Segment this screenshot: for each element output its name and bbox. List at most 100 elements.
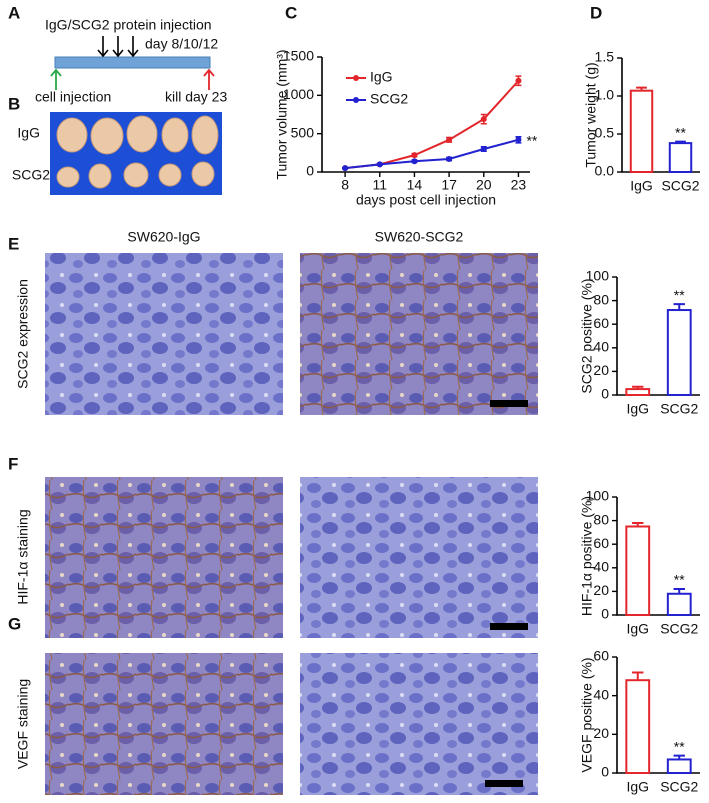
bar [668,142,693,173]
x-axis-label: days post cell injection [356,192,496,208]
panel-letter: E [8,234,19,253]
legend-marker [353,97,359,103]
y-tick-label: 100 [586,488,610,504]
y-tick-label: 80 [593,291,609,307]
error-bar [673,754,685,760]
bar [666,592,692,617]
x-tick-label: SCG2 [660,621,698,637]
error-bar [636,86,647,91]
point [480,116,487,123]
x-tick-label: IgG [626,401,649,417]
y-axis-label: VEGF positive (%) [579,657,595,772]
panel-letter: A [8,3,20,22]
y-axis-label: Tumor volume (mm³) [274,49,290,179]
error-bar [673,303,685,311]
scale-bar [490,623,528,630]
y-tick-label: 0.0 [595,163,615,179]
annotation: ** [675,124,686,140]
micrograph [45,477,283,638]
injection-arrows [97,36,139,58]
x-tick-label: 8 [341,177,349,193]
y-tick-label: 500 [291,124,315,140]
error-bar [632,385,644,390]
y-tick-label: 20 [593,582,609,598]
x-tick-label: 20 [476,177,492,193]
panel-letter: G [8,614,21,633]
point [480,146,487,152]
point [446,136,453,143]
y-tick-label: 80 [593,511,609,527]
end-arrow [203,68,215,90]
micrograph [300,653,538,795]
bar [625,679,651,775]
annotation: ** [526,133,537,149]
y-axis-label: Tumor weight (g) [583,62,599,167]
y-tick-label: 40 [593,686,609,702]
column-header: SW620-SCG2 [375,229,464,245]
panel-letter: F [8,454,18,473]
start-arrow [50,68,62,90]
annotation: ** [674,287,685,303]
y-tick-label: 1.5 [595,49,615,65]
point [411,158,418,165]
x-tick-label: 17 [441,177,457,193]
micrograph [300,253,538,415]
x-tick-label: 11 [373,177,388,193]
panel-letter: D [590,3,602,22]
axes [321,57,530,173]
micrograph [300,477,538,638]
row-label: HIF-1α staining [15,509,31,604]
x-tick-label: IgG [626,621,649,637]
point [446,155,453,162]
y-tick-label: 0 [601,386,609,402]
y-tick-label: 20 [593,725,609,741]
y-tick-label: 20 [593,362,609,378]
y-tick-label: 60 [593,535,609,551]
scale-bar [490,400,528,407]
annotation: ** [674,572,685,588]
y-tick-label: 60 [593,315,609,331]
x-tick-label: SCG2 [660,401,698,417]
annotation: ** [674,738,685,754]
bar [625,525,651,616]
y-axis-label: SCG2 positive (%) [579,278,595,393]
point [411,152,418,159]
x-tick-label: SCG2 [661,178,699,194]
error-bar [673,588,685,594]
error-bar [632,671,644,681]
error-bar [632,521,644,527]
end-label: kill day 23 [165,89,227,105]
y-tick-label: 0.5 [595,125,615,141]
panel-letter: B [8,94,20,113]
micrograph [45,653,283,795]
panel-letter: C [285,3,297,22]
legend-marker [353,75,359,81]
y-tick-label: 60 [593,648,609,664]
y-tick-label: 1.0 [595,87,615,103]
x-tick-label: 14 [407,177,423,193]
error-bar [675,140,686,144]
tumors [56,115,219,189]
row-label: SCG2 [12,167,50,183]
x-tick-label: IgG [630,178,653,194]
row-label: IgG [17,125,40,141]
timeline [54,56,211,69]
point [515,136,522,143]
point [376,161,383,168]
scale-bar [485,780,523,787]
y-tick-label: 40 [593,559,609,575]
start-label: cell injection [35,89,111,105]
y-axis-label: HIF-1α positive (%) [579,496,595,616]
y-tick-label: 40 [593,339,609,355]
x-tick-label: 23 [511,177,527,193]
bar [625,388,651,397]
row-label: SCG2 expression [15,279,31,389]
bar [629,89,654,173]
y-tick-label: 1000 [283,86,314,102]
point [515,77,522,84]
injection-label: IgG/SCG2 protein injection [45,17,212,33]
days-label: day 8/10/12 [145,36,218,52]
y-tick-label: 0 [601,764,609,780]
row-label: VEGF staining [15,679,31,769]
